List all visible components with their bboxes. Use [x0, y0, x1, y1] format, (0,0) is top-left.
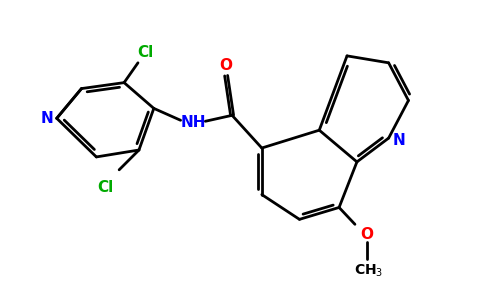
Text: N: N: [392, 133, 405, 148]
Text: N: N: [41, 111, 53, 126]
Text: NH: NH: [181, 115, 206, 130]
Text: Cl: Cl: [97, 180, 113, 195]
Text: O: O: [220, 58, 233, 73]
Text: CH$_3$: CH$_3$: [354, 263, 383, 279]
Text: O: O: [360, 227, 373, 242]
Text: Cl: Cl: [137, 45, 153, 60]
